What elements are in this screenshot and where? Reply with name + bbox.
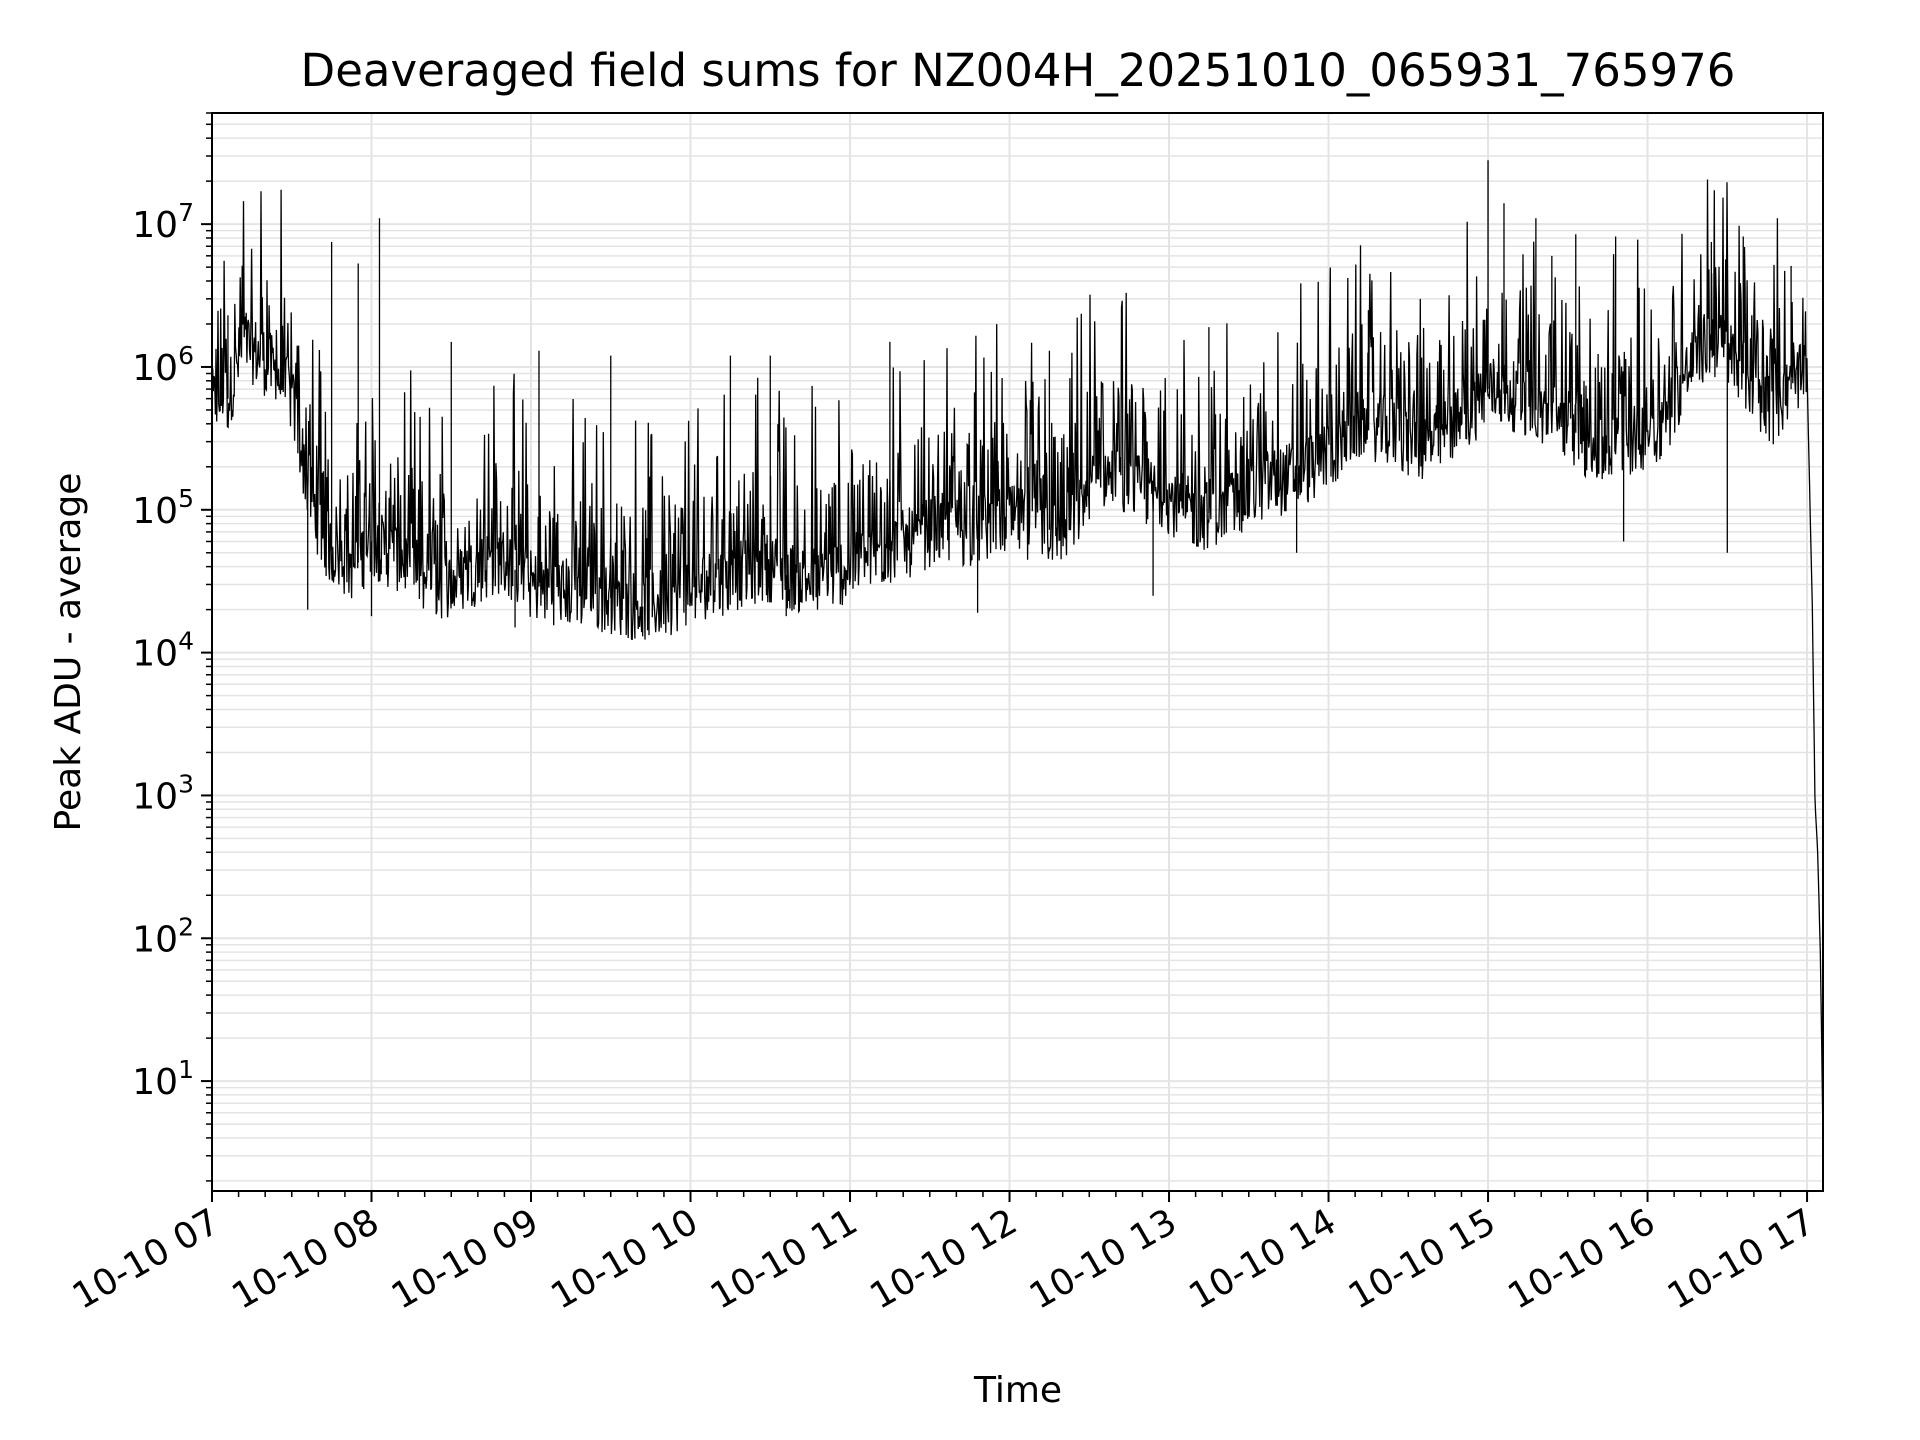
y-tick-label: 105 [132,484,194,532]
y-axis: 101 102 103 104 105 106 107 [132,112,212,1182]
chart-title: Deaveraged field sums for NZ004H_2025101… [301,44,1736,97]
x-axis-label: Time [973,1370,1062,1411]
y-tick-label: 101 [132,1055,194,1103]
y-tick-label: 104 [132,627,194,675]
grid [211,112,1823,1191]
y-axis-label: Peak ADU - average [48,473,89,832]
y-tick-label: 107 [132,198,194,246]
plot-area [211,160,1824,1138]
y-tick-label: 103 [132,769,194,817]
series-line [211,179,1824,1138]
y-tick-label: 106 [132,341,194,389]
y-tick-label: 102 [132,912,194,960]
